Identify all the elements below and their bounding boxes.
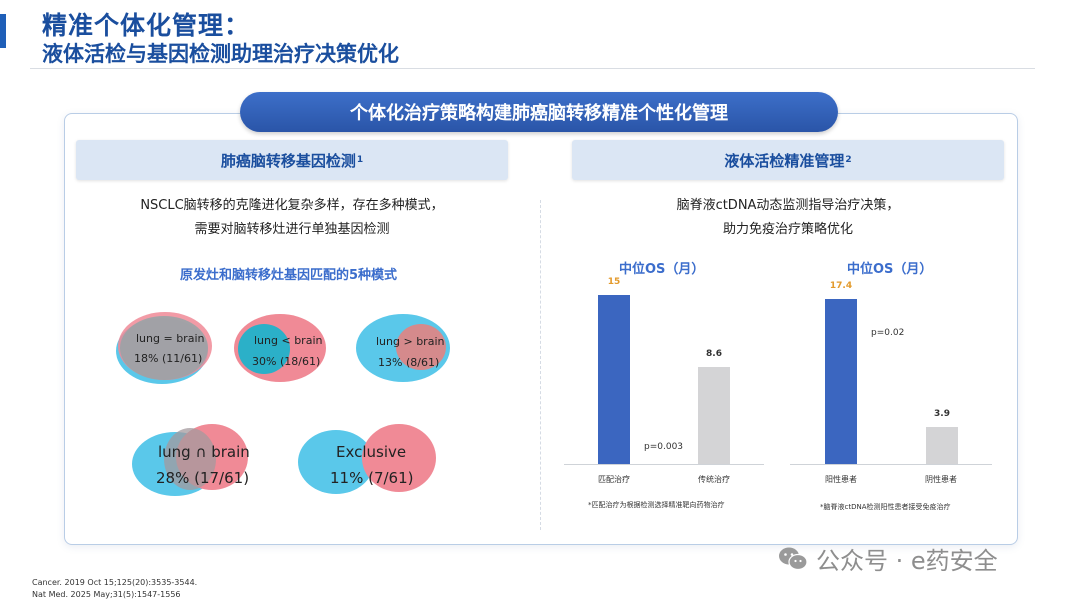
right-text-line1: 脑脊液ctDNA动态监测指导治疗决策， (676, 198, 900, 213)
chart2-x-label-0: 阳性患者 (825, 475, 857, 484)
venn-lung-circle (298, 430, 374, 494)
chart2-x-label-1: 阴性患者 (925, 475, 957, 484)
chart2-bar-0 (825, 299, 857, 464)
right-section-heading: 液体活检精准管理 2 (572, 140, 1004, 180)
chart1-bar-0 (598, 295, 630, 464)
venn-value: 11% (7/61) (330, 469, 414, 487)
venn-overlap (120, 316, 208, 380)
venn-exclusive: Exclusive 11% (7/61) (298, 424, 438, 496)
chart2-x-axis (790, 464, 992, 465)
venn-lung-greater-brain: lung > brain 13% (8/61) (356, 314, 452, 384)
chart2-p-value: p=0.02 (871, 328, 905, 338)
venn-lung-less-brain: lung < brain 30% (18/61) (234, 314, 328, 384)
left-heading-ref: 1 (356, 155, 364, 165)
chart2-value-label-0: 17.4 (829, 281, 853, 292)
right-text-line2: 助力免疫治疗策略优化 (722, 222, 853, 237)
venn-brain-circle (362, 424, 436, 492)
reference-1: Cancer. 2019 Oct 15;125(20):3535-3544. (32, 578, 198, 587)
left-heading-text: 肺癌脑转移基因检测 (220, 151, 356, 170)
venn-brain-circle (396, 324, 446, 370)
right-heading-text: 液体活检精准管理 (724, 151, 845, 170)
venn-lung-equals-brain: lung = brain 18% (11/61) (116, 312, 212, 384)
venn-label: lung > brain (376, 335, 445, 348)
chart1-x-axis (564, 464, 764, 465)
right-heading-ref: 2 (845, 155, 852, 165)
chart1-value-label-0: 15 (607, 277, 621, 288)
venn-label: Exclusive (336, 443, 407, 461)
venn-label: lung < brain (254, 334, 323, 347)
left-text-line2: 需要对脑转移灶进行单独基因检测 (194, 222, 390, 237)
venn-value: 18% (11/61) (134, 352, 203, 365)
header-divider (30, 68, 1035, 69)
venn-lung-intersect-brain: lung ∩ brain 28% (17/61) (130, 424, 250, 496)
chart1-bar-1 (698, 367, 730, 464)
chart1-value-label-1: 8.6 (706, 349, 722, 360)
page-subtitle: 液体活检与基因检测助理治疗决策优化 (42, 42, 399, 66)
chart2-value-label-1: 3.9 (934, 409, 950, 420)
chart1-x-label-1: 传统治疗 (698, 475, 730, 484)
right-description: 脑脊液ctDNA动态监测指导治疗决策， 助力免疫治疗策略优化 (572, 194, 1004, 242)
title-accent-bar (0, 14, 6, 48)
banner-title: 个体化治疗策略构建肺癌脑转移精准个性化管理 (240, 92, 838, 132)
reference-2: Nat Med. 2025 May;31(5):1547-1556 (32, 590, 181, 599)
left-text-line1: NSCLC脑转移的克隆进化复杂多样，存在多种模式， (140, 198, 444, 213)
venn-value: 28% (17/61) (156, 469, 250, 487)
chart1-footnote: *匹配治疗为根据检测选择精准靶向药物治疗 (588, 501, 725, 509)
venn-lung-circle (238, 324, 290, 374)
left-description: NSCLC脑转移的克隆进化复杂多样，存在多种模式， 需要对脑转移灶进行单独基因检… (76, 194, 508, 242)
page-title: 精准个体化管理： (42, 11, 251, 40)
venn-overlap (164, 428, 216, 490)
venn-label: lung = brain (136, 332, 205, 345)
chart2-bar-1 (926, 427, 958, 464)
chart1-title: 中位OS（月） (619, 262, 705, 277)
venn-label: lung ∩ brain (158, 443, 250, 461)
section-divider (540, 200, 541, 530)
venn-value: 13% (8/61) (378, 356, 440, 369)
chart1-p-value: p=0.003 (644, 442, 684, 452)
left-section-heading: 肺癌脑转移基因检测 1 (76, 140, 508, 180)
chart2-footnote: *脑脊液ctDNA检测阳性患者接受免疫治疗 (820, 503, 951, 511)
wechat-icon (779, 547, 808, 571)
left-subhead: 原发灶和脑转移灶基因匹配的5种模式 (180, 268, 398, 283)
venn-value: 30% (18/61) (252, 355, 321, 368)
watermark-text: 公众号 · e药安全 (816, 547, 998, 575)
chart2-title: 中位OS（月） (847, 262, 933, 277)
chart1-x-label-0: 匹配治疗 (598, 475, 630, 484)
